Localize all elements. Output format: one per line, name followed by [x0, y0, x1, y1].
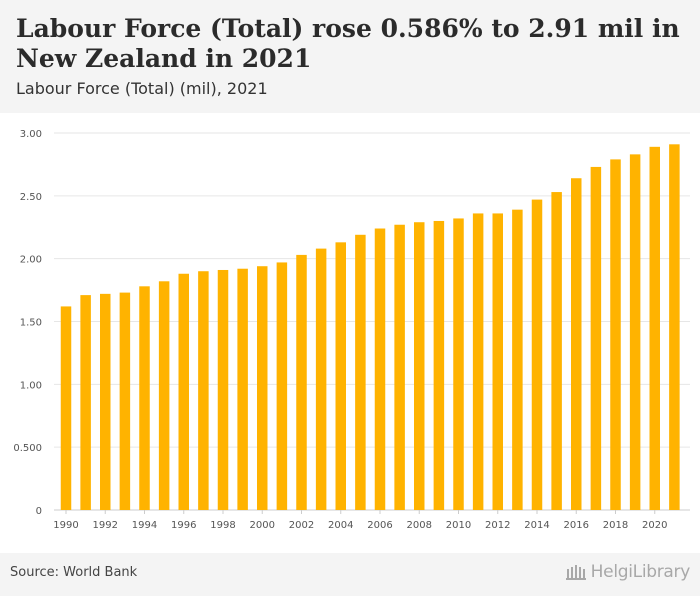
x-tick-label: 1992: [93, 520, 118, 531]
x-tick-label: 1996: [171, 520, 196, 531]
bar-2016[interactable]: [571, 178, 582, 510]
chart-subtitle: Labour Force (Total) (mil), 2021: [16, 79, 268, 98]
x-tick-label: 2018: [603, 520, 628, 531]
x-tick-label: 1998: [210, 520, 235, 531]
bar-2015[interactable]: [551, 192, 562, 510]
x-tick-label: 2012: [485, 520, 510, 531]
bar-2007[interactable]: [394, 224, 405, 510]
x-tick-label: 2000: [250, 520, 275, 531]
bar-2021[interactable]: [669, 144, 680, 510]
bar-2008[interactable]: [414, 222, 425, 510]
chart-area: 0 0.500 1.00 1.50 2.00 2.50 3.00 1990 1992 1994 1…: [0, 113, 700, 553]
x-tick-label: 2002: [289, 520, 314, 531]
y-axis-ticks: 0 0.500 1.00 1.50 2.00 2.50 3.00: [13, 129, 42, 517]
y-tick-label: 2.00: [20, 255, 42, 266]
x-tick-label: 2020: [642, 520, 667, 531]
x-tick-label: 1994: [132, 520, 157, 531]
logo-text: HelgiLibrary: [590, 562, 691, 582]
bar-1991[interactable]: [80, 295, 91, 510]
bar-2002[interactable]: [296, 254, 307, 510]
y-tick-label: 1.50: [20, 318, 42, 329]
bar-1990[interactable]: [60, 306, 72, 510]
bar-2006[interactable]: [374, 228, 386, 510]
bar-2020[interactable]: [649, 146, 661, 510]
helgi-library-logo[interactable]: HelgiLibrary: [565, 562, 690, 582]
x-tick-label: 2008: [407, 520, 432, 531]
y-tick-label: 1.00: [20, 380, 42, 391]
x-tick-label: 2010: [446, 520, 471, 531]
bar-2009[interactable]: [433, 220, 445, 510]
bar-1992[interactable]: [100, 293, 111, 510]
bar-2013[interactable]: [512, 209, 523, 510]
x-tick-label: 2016: [564, 520, 589, 531]
library-building-icon: [565, 565, 586, 580]
bar-2014[interactable]: [531, 199, 543, 510]
bar-1996[interactable]: [178, 273, 190, 510]
x-tick-label: 2014: [524, 520, 549, 531]
bars: [60, 144, 680, 511]
bar-2018[interactable]: [610, 159, 621, 510]
y-tick-label: 2.50: [20, 192, 42, 203]
bar-2011[interactable]: [472, 213, 484, 510]
y-tick-label: 0.500: [13, 443, 42, 454]
bar-2004[interactable]: [335, 242, 347, 510]
footer: Source: World Bank HelgiLibrary: [0, 553, 700, 596]
bar-2001[interactable]: [276, 262, 288, 510]
x-tick-label: 2006: [367, 520, 392, 531]
bar-2010[interactable]: [453, 218, 464, 510]
y-tick-label: 0: [36, 506, 42, 517]
bar-1998[interactable]: [217, 269, 229, 510]
bar-1995[interactable]: [158, 281, 170, 510]
bar-2003[interactable]: [315, 248, 327, 511]
source-text: Source: World Bank: [10, 565, 138, 580]
bar-2012[interactable]: [492, 213, 504, 510]
bar-1997[interactable]: [198, 271, 209, 510]
header: Labour Force (Total) rose 0.586% to 2.91…: [0, 0, 700, 113]
chart-title: Labour Force (Total) rose 0.586% to 2.91…: [16, 14, 680, 73]
bar-1993[interactable]: [119, 292, 131, 510]
bar-1999[interactable]: [237, 268, 248, 510]
bar-2005[interactable]: [355, 234, 366, 510]
x-tick-label: 1990: [53, 520, 78, 531]
x-axis-ticks: 1990 1992 1994 1996 1998 2000 2002 2004 2006 2008…: [53, 510, 667, 531]
bar-2017[interactable]: [590, 166, 602, 510]
bar-2019[interactable]: [629, 154, 641, 511]
bar-1994[interactable]: [139, 286, 150, 510]
y-tick-label: 3.00: [20, 129, 42, 140]
bar-2000[interactable]: [257, 266, 268, 510]
x-tick-label: 2004: [328, 520, 353, 531]
